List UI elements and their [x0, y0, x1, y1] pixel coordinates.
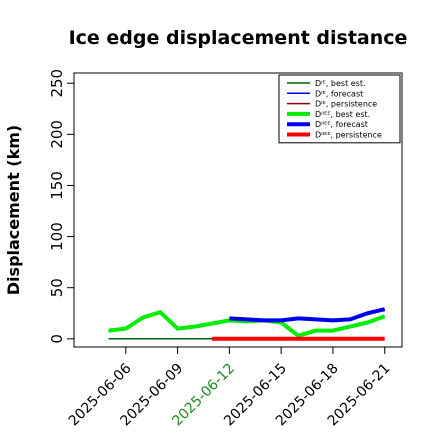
legend-label: Dᴵᴱ, forecast	[315, 89, 363, 98]
legend-label: Dᴵᴵᴱᴱ, persistence	[315, 131, 382, 140]
legend-label: Dᴵᴵᴱᴱ, forecast	[315, 120, 368, 129]
legend-label: Dᴵᴱ, persistence	[315, 100, 377, 109]
y-axis-label: Displacement (km)	[4, 125, 23, 295]
y-tick-label: 50	[48, 278, 66, 297]
chart-title: Ice edge displacement distance	[69, 27, 408, 49]
series-line-3	[229, 307, 386, 323]
y-tick-label: 200	[48, 120, 66, 149]
legend-label: Dᴵᴱ, best est.	[315, 79, 366, 88]
legend-label: Dᴵᴵᴱᴱ, best est.	[315, 110, 370, 119]
series-group	[108, 307, 386, 341]
y-tick-label: 250	[48, 69, 66, 98]
y-tick-label: 150	[48, 171, 66, 200]
legend-box	[278, 74, 401, 144]
y-tick-label: 0	[48, 334, 66, 344]
y-tick-label: 100	[48, 222, 66, 251]
legend: Dᴵᴱ, best est.Dᴵᴱ, forecast Dᴵᴱ, persiste…	[278, 74, 401, 144]
